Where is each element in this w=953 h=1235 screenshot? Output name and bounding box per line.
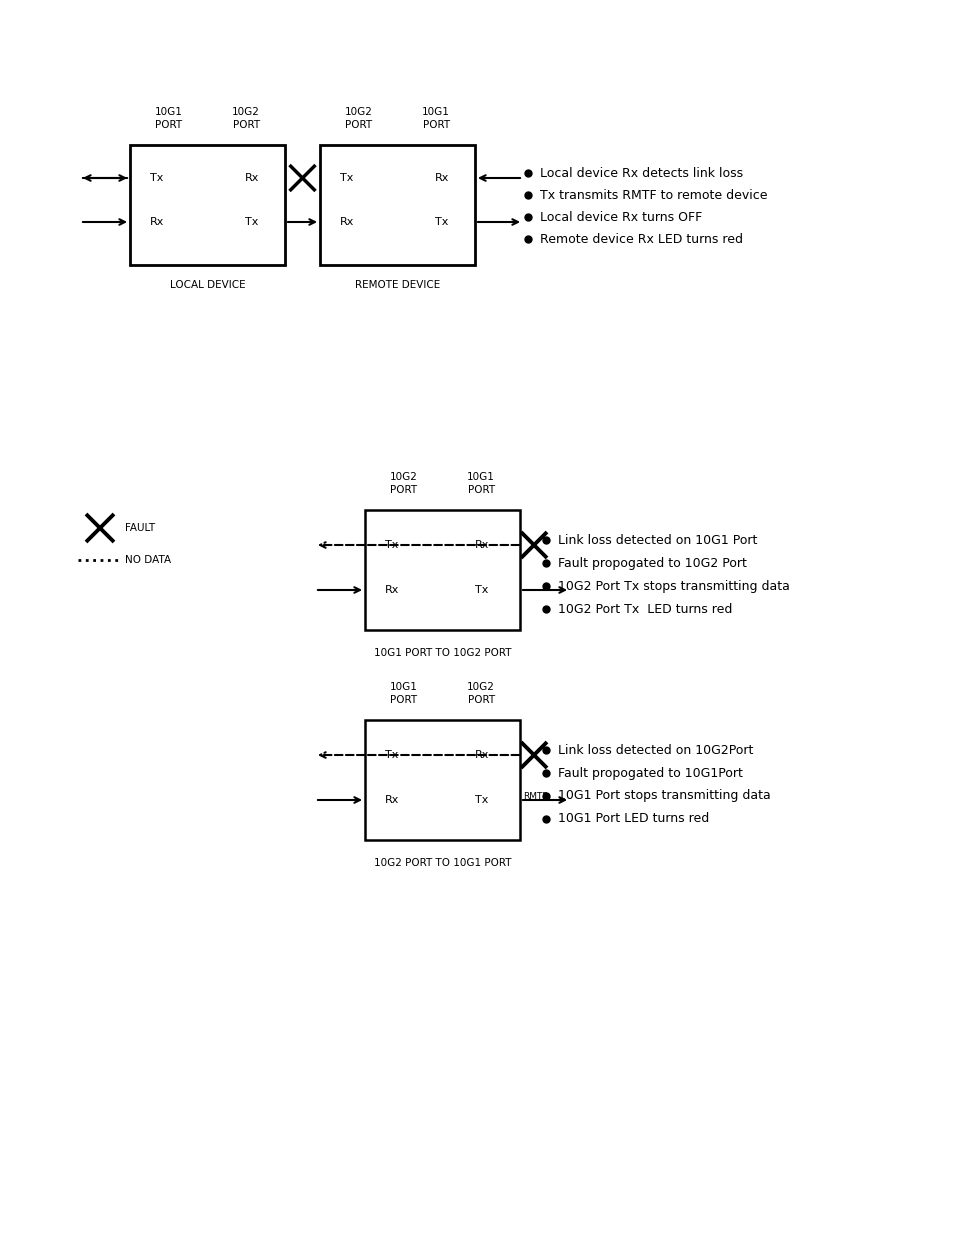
- Text: Rx: Rx: [150, 217, 164, 227]
- Bar: [365, 510, 519, 630]
- Text: 10G1: 10G1: [154, 107, 182, 117]
- Text: REMOTE DEVICE: REMOTE DEVICE: [355, 280, 439, 290]
- Text: PORT: PORT: [422, 120, 450, 130]
- Text: RMTF: RMTF: [522, 792, 547, 802]
- Text: LOCAL DEVICE: LOCAL DEVICE: [170, 280, 245, 290]
- Bar: [365, 720, 519, 840]
- Text: NO DATA: NO DATA: [125, 555, 171, 564]
- Text: 10G2: 10G2: [390, 472, 417, 482]
- Text: 10G2 Port Tx  LED turns red: 10G2 Port Tx LED turns red: [558, 603, 732, 615]
- Text: Tx: Tx: [475, 795, 488, 805]
- Text: 10G2 PORT TO 10G1 PORT: 10G2 PORT TO 10G1 PORT: [374, 858, 511, 868]
- Text: Tx: Tx: [385, 540, 398, 550]
- Text: 10G2: 10G2: [467, 682, 495, 692]
- Text: PORT: PORT: [467, 485, 495, 495]
- Text: 10G1: 10G1: [422, 107, 450, 117]
- Text: Remote device Rx LED turns red: Remote device Rx LED turns red: [539, 232, 742, 246]
- Text: PORT: PORT: [155, 120, 182, 130]
- Text: 10G1 Port stops transmitting data: 10G1 Port stops transmitting data: [558, 789, 770, 803]
- Text: PORT: PORT: [390, 695, 416, 705]
- Text: PORT: PORT: [345, 120, 372, 130]
- Text: Tx: Tx: [385, 750, 398, 760]
- Text: Tx: Tx: [245, 217, 258, 227]
- Text: Rx: Rx: [435, 173, 449, 183]
- Text: Fault propogated to 10G2 Port: Fault propogated to 10G2 Port: [558, 557, 746, 569]
- Text: Local device Rx detects link loss: Local device Rx detects link loss: [539, 167, 742, 179]
- Text: 10G1: 10G1: [390, 682, 417, 692]
- Text: 10G2 Port Tx stops transmitting data: 10G2 Port Tx stops transmitting data: [558, 579, 789, 593]
- Text: 10G2: 10G2: [344, 107, 373, 117]
- Text: 10G1 PORT TO 10G2 PORT: 10G1 PORT TO 10G2 PORT: [374, 648, 511, 658]
- Bar: [130, 144, 285, 266]
- Text: Link loss detected on 10G2Port: Link loss detected on 10G2Port: [558, 743, 753, 757]
- Text: Rx: Rx: [475, 750, 489, 760]
- Text: 10G1 Port LED turns red: 10G1 Port LED turns red: [558, 813, 708, 825]
- Text: Tx transmits RMTF to remote device: Tx transmits RMTF to remote device: [539, 189, 767, 201]
- Text: FAULT: FAULT: [125, 522, 155, 534]
- Text: Local device Rx turns OFF: Local device Rx turns OFF: [539, 210, 701, 224]
- Text: PORT: PORT: [233, 120, 259, 130]
- Text: 10G2: 10G2: [233, 107, 260, 117]
- Text: Tx: Tx: [150, 173, 163, 183]
- Text: Rx: Rx: [475, 540, 489, 550]
- Text: Tx: Tx: [339, 173, 353, 183]
- Text: Tx: Tx: [435, 217, 448, 227]
- Text: Rx: Rx: [385, 585, 399, 595]
- Text: Rx: Rx: [385, 795, 399, 805]
- Text: Tx: Tx: [475, 585, 488, 595]
- Text: PORT: PORT: [467, 695, 495, 705]
- Bar: [319, 144, 475, 266]
- Text: Link loss detected on 10G1 Port: Link loss detected on 10G1 Port: [558, 534, 757, 547]
- Text: Rx: Rx: [245, 173, 259, 183]
- Text: Rx: Rx: [339, 217, 354, 227]
- Text: PORT: PORT: [390, 485, 416, 495]
- Text: Fault propogated to 10G1Port: Fault propogated to 10G1Port: [558, 767, 742, 779]
- Text: 10G1: 10G1: [467, 472, 495, 482]
